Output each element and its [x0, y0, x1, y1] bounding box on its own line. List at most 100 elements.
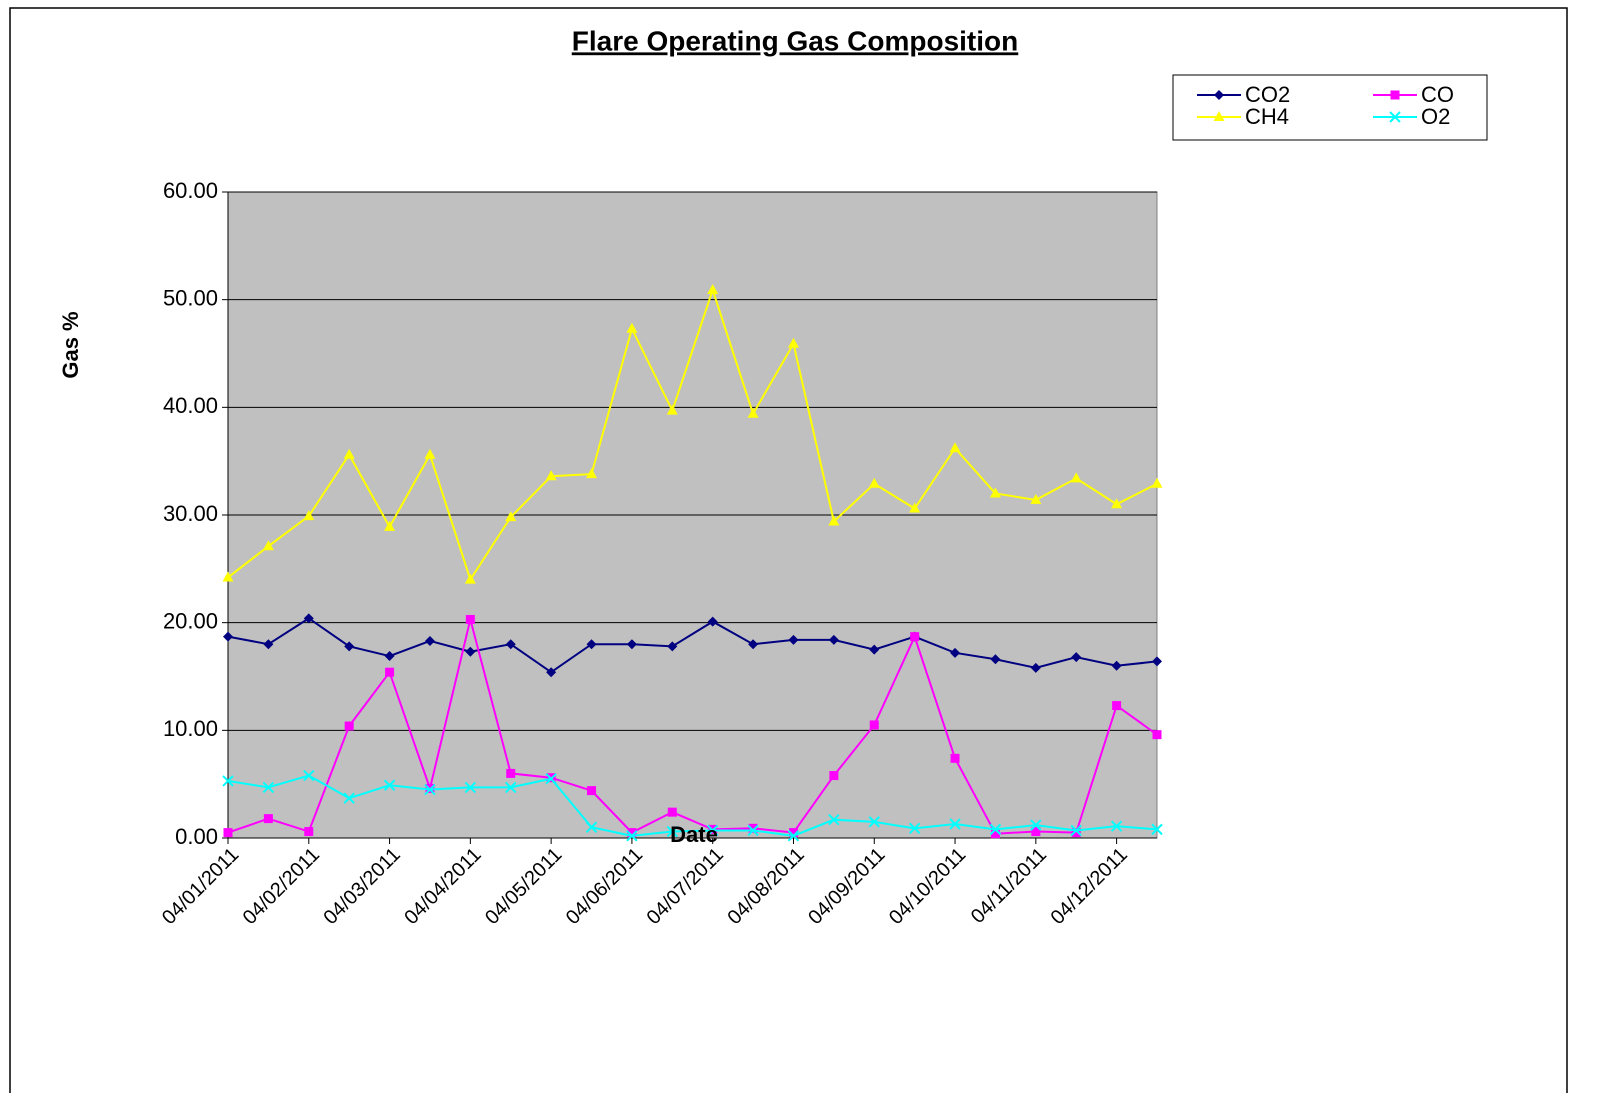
marker [586, 468, 598, 479]
marker [706, 824, 719, 837]
marker [506, 768, 516, 778]
marker [304, 827, 314, 837]
marker [787, 830, 800, 842]
marker [666, 825, 679, 838]
legend-label: O2 [1421, 104, 1450, 129]
marker [990, 829, 1000, 839]
marker [343, 448, 355, 459]
marker [989, 487, 1001, 498]
marker [1070, 472, 1082, 483]
y-tick-label: 60.00 [163, 178, 218, 203]
marker [1151, 477, 1163, 488]
marker [989, 823, 1002, 836]
x-axis-label: Date [670, 822, 718, 847]
marker [1070, 824, 1082, 837]
marker [262, 781, 275, 794]
marker [869, 720, 879, 730]
marker [869, 644, 880, 655]
marker [990, 654, 1001, 665]
y-tick-label: 30.00 [163, 501, 218, 526]
marker [303, 510, 315, 521]
marker [1031, 827, 1041, 837]
marker [424, 783, 436, 796]
marker [222, 775, 234, 787]
marker [263, 814, 273, 824]
legend-label: CH4 [1245, 104, 1289, 129]
marker [627, 828, 637, 838]
marker [586, 639, 597, 650]
marker [909, 502, 921, 513]
marker [747, 407, 759, 418]
y-tick-label: 0.00 [175, 824, 218, 849]
marker [383, 779, 396, 791]
y-tick-label: 10.00 [163, 716, 218, 741]
marker [908, 822, 921, 835]
marker [667, 807, 677, 817]
marker [303, 769, 315, 782]
marker [949, 442, 961, 453]
marker [1389, 111, 1401, 123]
legend-label: CO2 [1245, 82, 1290, 107]
marker [263, 639, 274, 650]
marker [788, 634, 799, 645]
marker [950, 753, 960, 763]
marker [1152, 656, 1162, 667]
marker [1111, 498, 1123, 509]
marker [707, 616, 718, 627]
marker [344, 641, 355, 652]
marker [950, 647, 961, 658]
marker [1030, 493, 1042, 504]
marker [384, 520, 396, 531]
marker [222, 571, 234, 582]
marker [787, 337, 799, 348]
marker [1071, 828, 1081, 838]
marker [828, 634, 839, 645]
marker [505, 639, 516, 650]
marker [747, 824, 759, 837]
series-line [227, 774, 1158, 837]
marker [223, 828, 233, 838]
marker [1030, 819, 1042, 831]
y-axis-label: Gas % [58, 311, 83, 378]
marker [1151, 823, 1163, 836]
marker [829, 771, 839, 781]
y-tick-label: 40.00 [163, 393, 218, 418]
marker [223, 631, 233, 642]
marker [910, 632, 920, 642]
marker [626, 830, 638, 842]
series-line [227, 286, 1158, 582]
marker [626, 322, 638, 333]
marker [949, 818, 961, 830]
marker [788, 828, 798, 838]
y-tick-label: 20.00 [163, 608, 218, 633]
marker [505, 781, 517, 794]
marker [464, 573, 476, 584]
marker [344, 721, 354, 731]
marker [343, 792, 355, 804]
marker [465, 614, 475, 624]
marker [505, 511, 517, 522]
marker [868, 816, 880, 828]
marker [465, 646, 476, 657]
legend [1172, 74, 1488, 141]
marker [424, 635, 435, 646]
marker [1213, 111, 1225, 121]
marker [424, 448, 436, 459]
marker [545, 470, 557, 481]
marker [303, 613, 314, 624]
marker [262, 540, 274, 551]
marker [1152, 730, 1162, 740]
marker [748, 823, 758, 833]
marker [385, 667, 395, 677]
marker [1111, 660, 1122, 671]
marker [384, 651, 395, 662]
marker [828, 813, 840, 826]
marker [585, 821, 598, 833]
marker [1030, 662, 1041, 673]
marker [546, 667, 557, 678]
marker [1390, 90, 1400, 100]
marker [626, 639, 637, 650]
marker [707, 283, 719, 294]
chart-title: Flare Operating Gas Composition [572, 25, 1019, 56]
